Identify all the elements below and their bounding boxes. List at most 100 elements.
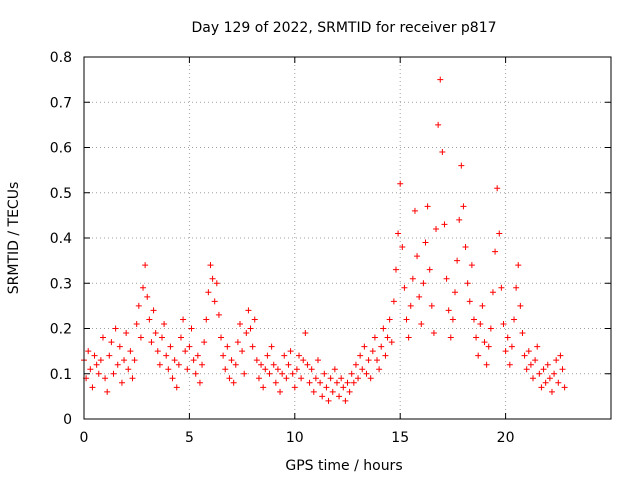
data-point	[218, 334, 225, 341]
data-point	[492, 248, 499, 255]
x-tick-label: 20	[497, 430, 515, 446]
data-point	[180, 316, 187, 323]
data-point	[403, 316, 410, 323]
data-point	[443, 275, 450, 282]
data-point	[239, 348, 246, 355]
data-point	[428, 302, 435, 309]
data-point	[548, 388, 555, 395]
data-point	[203, 316, 210, 323]
data-point	[401, 284, 408, 291]
data-point	[416, 293, 423, 300]
data-point	[551, 370, 558, 377]
data-point	[525, 348, 532, 355]
data-point	[207, 262, 214, 269]
data-point	[245, 307, 252, 314]
data-point	[243, 330, 250, 337]
y-axis-label: SRMTID / TECUs	[6, 182, 22, 295]
data-point	[422, 239, 429, 246]
data-point	[129, 375, 136, 382]
data-point	[291, 384, 298, 391]
data-point	[500, 320, 507, 327]
data-point	[95, 370, 102, 377]
y-tick-label: 0.3	[50, 276, 72, 292]
data-point	[517, 302, 524, 309]
data-point	[369, 348, 376, 355]
data-point	[511, 316, 518, 323]
data-point	[411, 207, 418, 214]
data-point	[133, 320, 140, 327]
data-point	[508, 343, 515, 350]
data-point	[327, 375, 334, 382]
data-point	[452, 289, 459, 296]
data-point	[236, 320, 243, 327]
data-point	[553, 357, 560, 364]
data-point	[279, 370, 286, 377]
data-point	[317, 379, 324, 386]
data-point	[287, 348, 294, 355]
data-point	[546, 375, 553, 382]
data-point	[302, 330, 309, 337]
data-point	[357, 352, 364, 359]
data-point	[479, 302, 486, 309]
data-point	[175, 361, 182, 368]
data-point	[304, 361, 311, 368]
data-point	[165, 366, 172, 373]
data-point	[209, 275, 216, 282]
data-point	[314, 357, 321, 364]
data-point	[506, 361, 513, 368]
data-point	[272, 379, 279, 386]
data-point	[534, 343, 541, 350]
data-point	[363, 370, 370, 377]
data-point	[285, 361, 292, 368]
data-point	[544, 361, 551, 368]
data-point	[89, 384, 96, 391]
data-point	[167, 343, 174, 350]
data-point	[561, 384, 568, 391]
data-point	[395, 230, 402, 237]
data-point	[449, 316, 456, 323]
data-point	[384, 334, 391, 341]
data-point	[264, 352, 271, 359]
data-point	[99, 334, 106, 341]
chart-title: Day 129 of 2022, SRMTID for receiver p81…	[191, 20, 496, 36]
data-point	[447, 334, 454, 341]
data-point	[121, 357, 128, 364]
data-point	[397, 180, 404, 187]
data-point	[355, 375, 362, 382]
data-point	[466, 298, 473, 305]
data-point	[329, 388, 336, 395]
data-point	[430, 330, 437, 337]
data-point	[258, 361, 265, 368]
data-point	[378, 343, 385, 350]
data-point	[270, 361, 277, 368]
data-point	[426, 266, 433, 273]
data-point	[298, 375, 305, 382]
data-point	[555, 379, 562, 386]
data-point	[530, 375, 537, 382]
data-point	[262, 366, 269, 373]
data-point	[224, 343, 231, 350]
y-tick-label: 0.4	[50, 231, 72, 247]
data-point	[251, 316, 258, 323]
data-point	[460, 203, 467, 210]
data-point	[331, 366, 338, 373]
data-point	[454, 257, 461, 264]
data-point	[340, 384, 347, 391]
data-point	[289, 370, 296, 377]
data-point	[156, 361, 163, 368]
data-point	[342, 397, 349, 404]
data-point	[196, 379, 203, 386]
data-point	[144, 293, 151, 300]
y-tick-label: 0.2	[50, 322, 72, 338]
data-point	[110, 370, 117, 377]
data-point	[163, 352, 170, 359]
data-point	[140, 284, 147, 291]
data-point	[344, 379, 351, 386]
y-tick-label: 0.8	[50, 50, 72, 66]
data-point	[188, 325, 195, 332]
data-point	[127, 348, 134, 355]
data-point	[116, 343, 123, 350]
data-point	[388, 339, 395, 346]
data-point	[470, 316, 477, 323]
